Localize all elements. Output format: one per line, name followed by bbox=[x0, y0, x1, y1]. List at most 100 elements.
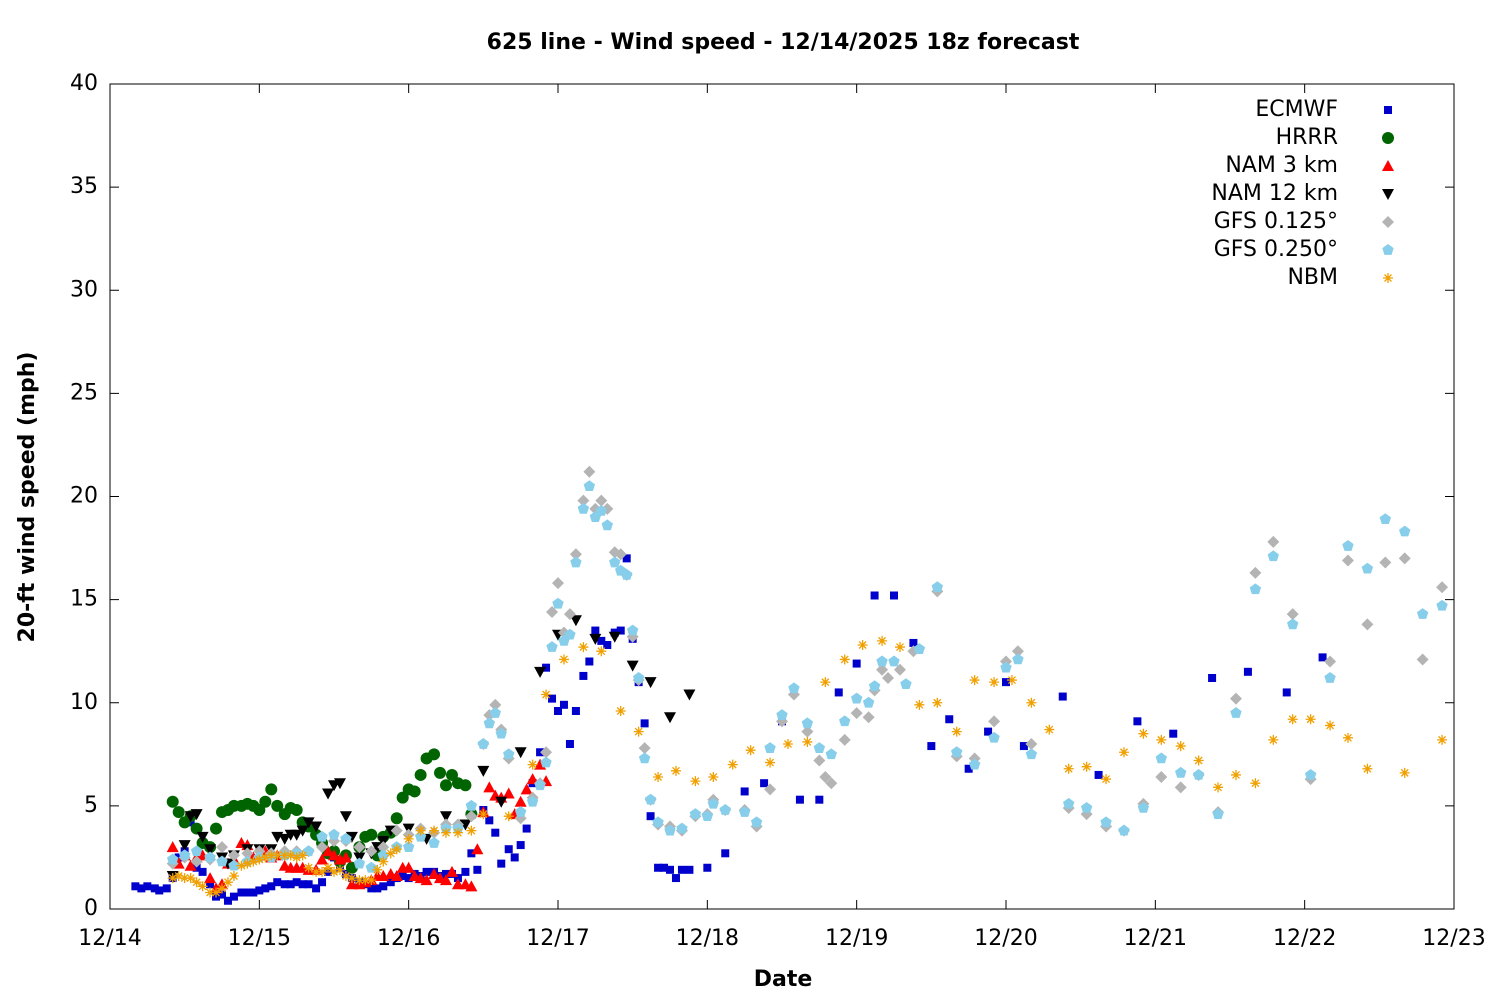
data-point bbox=[489, 707, 501, 718]
data-point bbox=[683, 689, 696, 701]
data-point bbox=[378, 856, 389, 867]
data-point bbox=[253, 804, 266, 816]
data-point bbox=[172, 806, 185, 819]
data-point bbox=[1436, 599, 1448, 611]
legend-marker bbox=[1382, 132, 1394, 144]
legend-label: NBM bbox=[1287, 265, 1338, 290]
data-point bbox=[690, 776, 701, 787]
data-point bbox=[1175, 741, 1186, 752]
data-point bbox=[614, 548, 627, 561]
data-point bbox=[190, 822, 203, 835]
data-point bbox=[1416, 608, 1429, 619]
data-point bbox=[385, 848, 396, 859]
data-point bbox=[870, 591, 879, 600]
data-point bbox=[442, 869, 450, 878]
data-point bbox=[404, 874, 413, 883]
data-point bbox=[609, 556, 621, 568]
data-point bbox=[1081, 761, 1092, 772]
data-point bbox=[534, 666, 547, 678]
data-point bbox=[601, 519, 613, 531]
data-point bbox=[365, 845, 378, 858]
data-point bbox=[520, 783, 533, 795]
data-point bbox=[1243, 667, 1252, 676]
data-point bbox=[559, 700, 568, 709]
data-point bbox=[608, 631, 621, 643]
data-point bbox=[316, 841, 329, 854]
y-tick-label: 10 bbox=[70, 690, 98, 715]
data-point bbox=[271, 799, 284, 812]
data-point bbox=[216, 841, 228, 854]
data-point bbox=[834, 688, 843, 697]
data-point bbox=[1063, 763, 1074, 774]
data-point bbox=[852, 659, 861, 668]
data-point bbox=[554, 707, 562, 715]
data-point bbox=[467, 849, 476, 858]
data-point bbox=[185, 873, 196, 884]
data-point bbox=[1019, 742, 1028, 751]
data-point bbox=[595, 504, 608, 516]
x-tick-label: 12/18 bbox=[676, 926, 739, 951]
data-point bbox=[1155, 752, 1168, 764]
data-point bbox=[1268, 734, 1279, 745]
data-point bbox=[1212, 808, 1224, 819]
data-point bbox=[1282, 688, 1291, 697]
data-point bbox=[340, 832, 352, 844]
data-point bbox=[578, 642, 589, 653]
data-point bbox=[491, 828, 500, 837]
data-point bbox=[273, 878, 282, 887]
data-point bbox=[622, 554, 631, 563]
data-point bbox=[596, 646, 607, 657]
data-point bbox=[1342, 732, 1353, 743]
data-point bbox=[988, 715, 1001, 728]
data-point bbox=[286, 880, 295, 889]
data-point bbox=[664, 824, 676, 836]
legend-marker bbox=[1384, 106, 1392, 114]
data-point bbox=[638, 752, 651, 764]
data-point bbox=[701, 810, 714, 822]
data-point bbox=[237, 888, 246, 897]
legend-marker bbox=[1383, 273, 1393, 283]
data-point bbox=[302, 845, 315, 857]
data-point bbox=[248, 856, 259, 867]
data-point bbox=[222, 877, 233, 888]
data-point bbox=[465, 799, 478, 811]
x-tick-label: 12/19 bbox=[825, 926, 888, 951]
data-point bbox=[727, 759, 738, 770]
data-point bbox=[1100, 816, 1112, 828]
x-tick-label: 12/17 bbox=[526, 926, 589, 951]
data-point bbox=[297, 850, 308, 861]
data-point bbox=[1287, 618, 1299, 630]
data-point bbox=[1080, 801, 1093, 813]
data-point bbox=[1249, 583, 1262, 595]
data-point bbox=[131, 882, 140, 891]
data-point bbox=[414, 768, 427, 781]
data-point bbox=[546, 641, 558, 652]
data-point bbox=[548, 694, 557, 703]
data-point bbox=[1208, 674, 1217, 682]
data-point bbox=[1025, 748, 1038, 760]
y-tick-label: 0 bbox=[84, 896, 98, 921]
data-point bbox=[583, 465, 596, 478]
data-point bbox=[951, 726, 962, 737]
data-point bbox=[377, 841, 390, 854]
data-point bbox=[1361, 618, 1374, 631]
data-point bbox=[764, 783, 777, 796]
data-point bbox=[459, 819, 472, 831]
legend-marker bbox=[1382, 216, 1394, 228]
data-point bbox=[1437, 734, 1448, 745]
data-point bbox=[440, 779, 452, 792]
data-point bbox=[365, 828, 378, 841]
data-point bbox=[813, 742, 826, 753]
data-point bbox=[503, 811, 514, 822]
data-point bbox=[143, 882, 152, 891]
data-point bbox=[1000, 661, 1012, 673]
data-point bbox=[644, 793, 657, 805]
data-point bbox=[795, 795, 804, 804]
data-point bbox=[402, 841, 415, 852]
data-point bbox=[290, 829, 303, 841]
data-point bbox=[322, 845, 335, 857]
data-point bbox=[1399, 525, 1411, 537]
data-point bbox=[1213, 782, 1224, 793]
data-point bbox=[1361, 562, 1374, 574]
data-point bbox=[190, 855, 203, 868]
